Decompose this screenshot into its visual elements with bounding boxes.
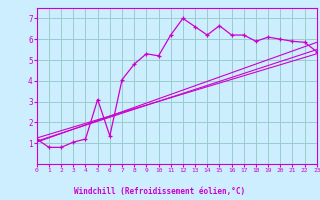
Text: Windchill (Refroidissement éolien,°C): Windchill (Refroidissement éolien,°C) xyxy=(75,187,245,196)
